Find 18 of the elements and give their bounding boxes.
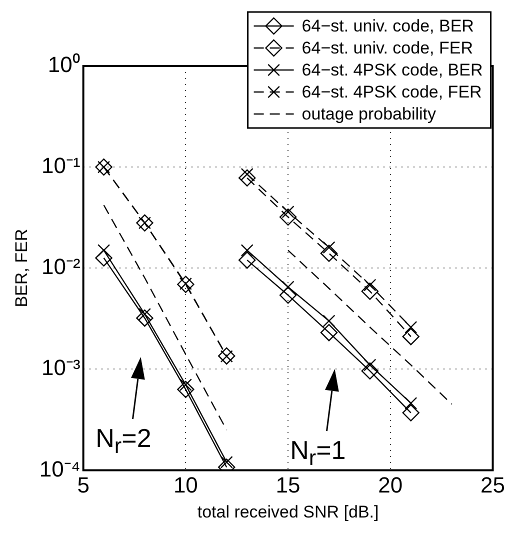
x-axis-title: total received SNR [dB.]: [197, 502, 379, 522]
legend-label: 64−st. univ. code, FER: [302, 38, 473, 58]
y-tick-label: 10⁻¹: [42, 153, 80, 178]
legend-label: 64−st. 4PSK code, FER: [302, 82, 482, 102]
x-tick-label: 5: [77, 472, 90, 498]
y-tick-label: 10⁻²: [42, 254, 80, 280]
x-tick-label: 15: [276, 472, 300, 498]
annotation: N$_{r}$=1: [290, 435, 346, 472]
x-tick-label: 10: [173, 472, 198, 498]
legend-label: outage probability: [302, 104, 437, 124]
y-axis-title: BER, FER: [12, 228, 31, 308]
x-tick-label: 20: [378, 472, 403, 498]
annotation: N$_{r}$=2: [96, 423, 152, 460]
x-tick-label: 25: [480, 472, 506, 498]
y-tick-label: 10⁻³: [42, 355, 80, 380]
y-tick-label: 10⁰: [48, 52, 80, 78]
legend-label: 64−st. univ. code, BER: [302, 16, 474, 36]
legend-label: 64−st. 4PSK code, BER: [302, 60, 483, 80]
